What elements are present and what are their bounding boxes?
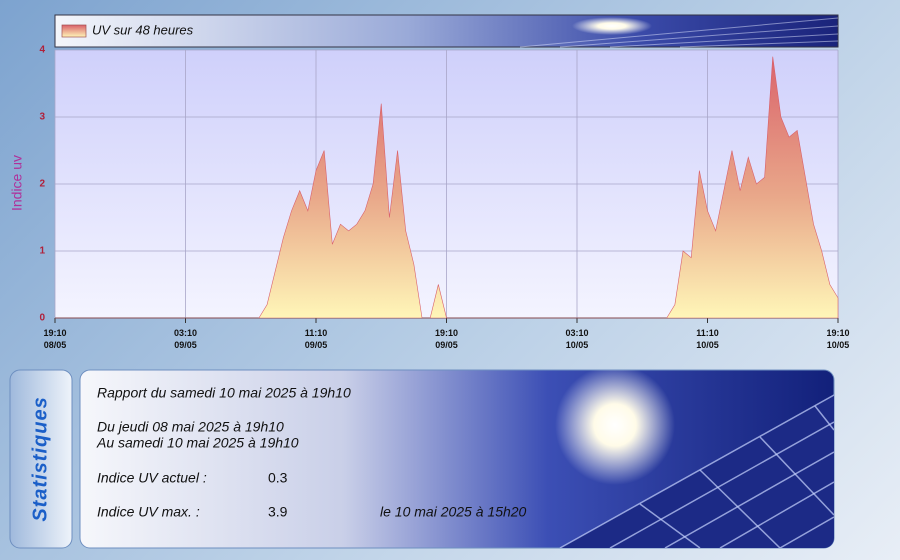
report-title: Rapport du samedi 10 mai 2025 à 19h10: [97, 385, 351, 401]
solar-art: [555, 370, 834, 548]
y-axis-label: Indice uv: [9, 155, 25, 211]
panel-art: [519, 17, 839, 48]
y-tick-label: 1: [39, 246, 45, 257]
stat-note: le 10 mai 2025 à 15h20: [380, 504, 527, 520]
legend-label: UV sur 48 heures: [92, 22, 194, 37]
period-to: Au samedi 10 mai 2025 à 19h10: [96, 435, 299, 451]
stats-tab: [9, 369, 73, 549]
uv-area: [55, 56, 839, 319]
y-tick-label: 2: [39, 179, 45, 190]
x-tick-label: 19:10 08/05: [43, 328, 67, 350]
x-tick-label: 11:10 09/05: [304, 328, 328, 350]
stat-label: Indice UV max. :: [97, 504, 200, 520]
x-tick-label: 03:10 09/05: [173, 328, 198, 350]
y-tick-label: 4: [39, 45, 45, 56]
stat-value: 3.9: [268, 504, 288, 520]
stat-label: Indice UV actuel :: [97, 470, 207, 486]
stats-tab-label: Statistiques: [29, 396, 51, 521]
x-tick-label: 19:10 09/05: [434, 328, 459, 350]
y-tick-label: 3: [39, 112, 45, 123]
x-tick-label: 03:10 10/05: [565, 328, 589, 350]
stat-value: 0.3: [268, 470, 288, 486]
y-tick-label: 0: [39, 313, 45, 324]
legend-swatch: [61, 24, 87, 38]
period-from: Du jeudi 08 mai 2025 à 19h10: [97, 419, 284, 435]
x-tick-label: 11:10 10/05: [696, 328, 719, 350]
sun-glow: [572, 17, 652, 35]
x-tick-label: 19:10 10/05: [826, 328, 850, 350]
